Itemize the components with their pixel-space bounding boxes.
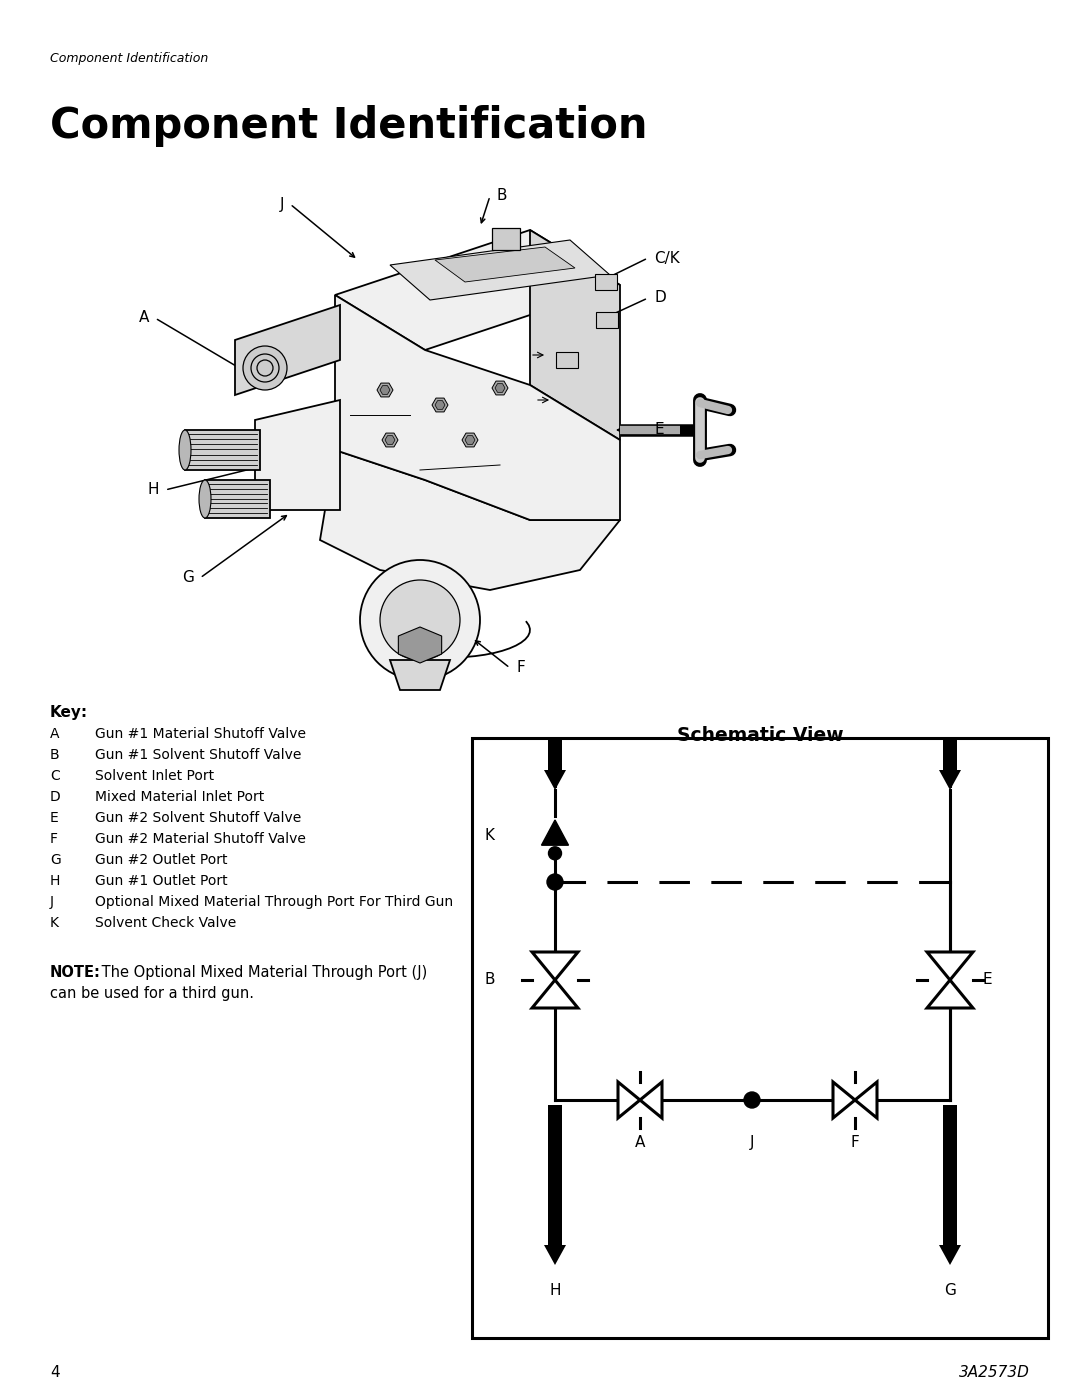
FancyArrow shape xyxy=(544,740,566,789)
Text: H: H xyxy=(550,1282,561,1298)
Text: B: B xyxy=(485,972,496,988)
Text: Schematic View: Schematic View xyxy=(677,726,843,745)
Text: F: F xyxy=(851,1134,860,1150)
Circle shape xyxy=(549,847,562,859)
Polygon shape xyxy=(320,450,620,590)
Text: K: K xyxy=(485,827,495,842)
Text: J: J xyxy=(50,895,54,909)
Polygon shape xyxy=(384,436,395,444)
Polygon shape xyxy=(927,981,973,1009)
Text: K: K xyxy=(50,916,59,930)
FancyArrow shape xyxy=(939,1105,961,1266)
Text: D: D xyxy=(654,291,665,306)
Polygon shape xyxy=(492,381,508,395)
Polygon shape xyxy=(532,981,578,1009)
Text: Solvent Check Valve: Solvent Check Valve xyxy=(95,916,237,930)
Text: NOTE:: NOTE: xyxy=(50,965,100,981)
Polygon shape xyxy=(927,951,973,981)
Polygon shape xyxy=(495,384,505,393)
Circle shape xyxy=(380,580,460,659)
Polygon shape xyxy=(596,312,618,328)
FancyArrow shape xyxy=(939,740,961,789)
Circle shape xyxy=(243,346,287,390)
Text: E: E xyxy=(50,812,58,826)
Text: G: G xyxy=(50,854,60,868)
Circle shape xyxy=(251,353,279,381)
Text: Mixed Material Inlet Port: Mixed Material Inlet Port xyxy=(95,789,265,805)
Text: B: B xyxy=(496,189,507,204)
Ellipse shape xyxy=(179,430,191,469)
Circle shape xyxy=(257,360,273,376)
Polygon shape xyxy=(465,436,475,444)
Text: E: E xyxy=(654,422,663,437)
Text: Gun #1 Material Shutoff Valve: Gun #1 Material Shutoff Valve xyxy=(95,726,306,740)
Text: B: B xyxy=(50,747,59,761)
Polygon shape xyxy=(855,1081,877,1118)
Text: D: D xyxy=(50,789,60,805)
Polygon shape xyxy=(335,231,620,351)
Text: 4: 4 xyxy=(50,1365,59,1380)
Polygon shape xyxy=(205,481,270,518)
Polygon shape xyxy=(595,274,617,291)
Polygon shape xyxy=(435,247,575,282)
Polygon shape xyxy=(380,386,390,394)
Circle shape xyxy=(360,560,480,680)
Text: 3A2573D: 3A2573D xyxy=(959,1365,1030,1380)
Text: Gun #2 Outlet Port: Gun #2 Outlet Port xyxy=(95,854,228,868)
Polygon shape xyxy=(492,228,519,250)
Polygon shape xyxy=(390,240,610,300)
Polygon shape xyxy=(435,401,445,409)
Text: J: J xyxy=(280,197,284,211)
Polygon shape xyxy=(618,1081,640,1118)
Polygon shape xyxy=(556,352,578,367)
Text: G: G xyxy=(183,570,194,585)
Text: Gun #1 Outlet Port: Gun #1 Outlet Port xyxy=(95,875,228,888)
Text: Component Identification: Component Identification xyxy=(50,52,208,66)
Text: D: D xyxy=(944,756,956,771)
Circle shape xyxy=(546,875,563,890)
Text: H: H xyxy=(50,875,60,888)
Text: C: C xyxy=(550,756,561,771)
Ellipse shape xyxy=(199,481,211,518)
Text: A: A xyxy=(50,726,59,740)
Polygon shape xyxy=(541,820,568,845)
Polygon shape xyxy=(532,951,578,981)
Text: C: C xyxy=(50,768,59,782)
Text: H: H xyxy=(148,482,159,497)
FancyArrow shape xyxy=(544,1105,566,1266)
Polygon shape xyxy=(399,627,442,664)
Circle shape xyxy=(744,1092,760,1108)
Bar xyxy=(472,738,1048,1338)
Polygon shape xyxy=(833,1081,855,1118)
Polygon shape xyxy=(382,433,399,447)
Polygon shape xyxy=(640,1081,662,1118)
Polygon shape xyxy=(377,383,393,397)
Polygon shape xyxy=(462,433,478,447)
Polygon shape xyxy=(530,231,620,440)
Polygon shape xyxy=(185,430,260,469)
Text: Gun #1 Solvent Shutoff Valve: Gun #1 Solvent Shutoff Valve xyxy=(95,747,301,761)
Polygon shape xyxy=(432,398,448,412)
Text: A: A xyxy=(138,310,149,326)
Text: Solvent Inlet Port: Solvent Inlet Port xyxy=(95,768,214,782)
Text: F: F xyxy=(516,661,525,676)
Text: F: F xyxy=(50,833,58,847)
Text: Component Identification: Component Identification xyxy=(50,105,648,147)
Text: Optional Mixed Material Through Port For Third Gun: Optional Mixed Material Through Port For… xyxy=(95,895,454,909)
Text: The Optional Mixed Material Through Port (J): The Optional Mixed Material Through Port… xyxy=(97,965,428,981)
Polygon shape xyxy=(390,659,450,690)
Text: J: J xyxy=(750,1134,754,1150)
Text: E: E xyxy=(982,972,991,988)
Text: C/K: C/K xyxy=(654,250,679,265)
Polygon shape xyxy=(335,295,620,520)
Polygon shape xyxy=(235,305,340,395)
Text: Gun #2 Solvent Shutoff Valve: Gun #2 Solvent Shutoff Valve xyxy=(95,812,301,826)
Polygon shape xyxy=(255,400,340,510)
Text: A: A xyxy=(635,1134,645,1150)
Text: G: G xyxy=(944,1282,956,1298)
Text: Gun #2 Material Shutoff Valve: Gun #2 Material Shutoff Valve xyxy=(95,833,306,847)
Text: Key:: Key: xyxy=(50,705,89,719)
Text: can be used for a third gun.: can be used for a third gun. xyxy=(50,986,254,1002)
